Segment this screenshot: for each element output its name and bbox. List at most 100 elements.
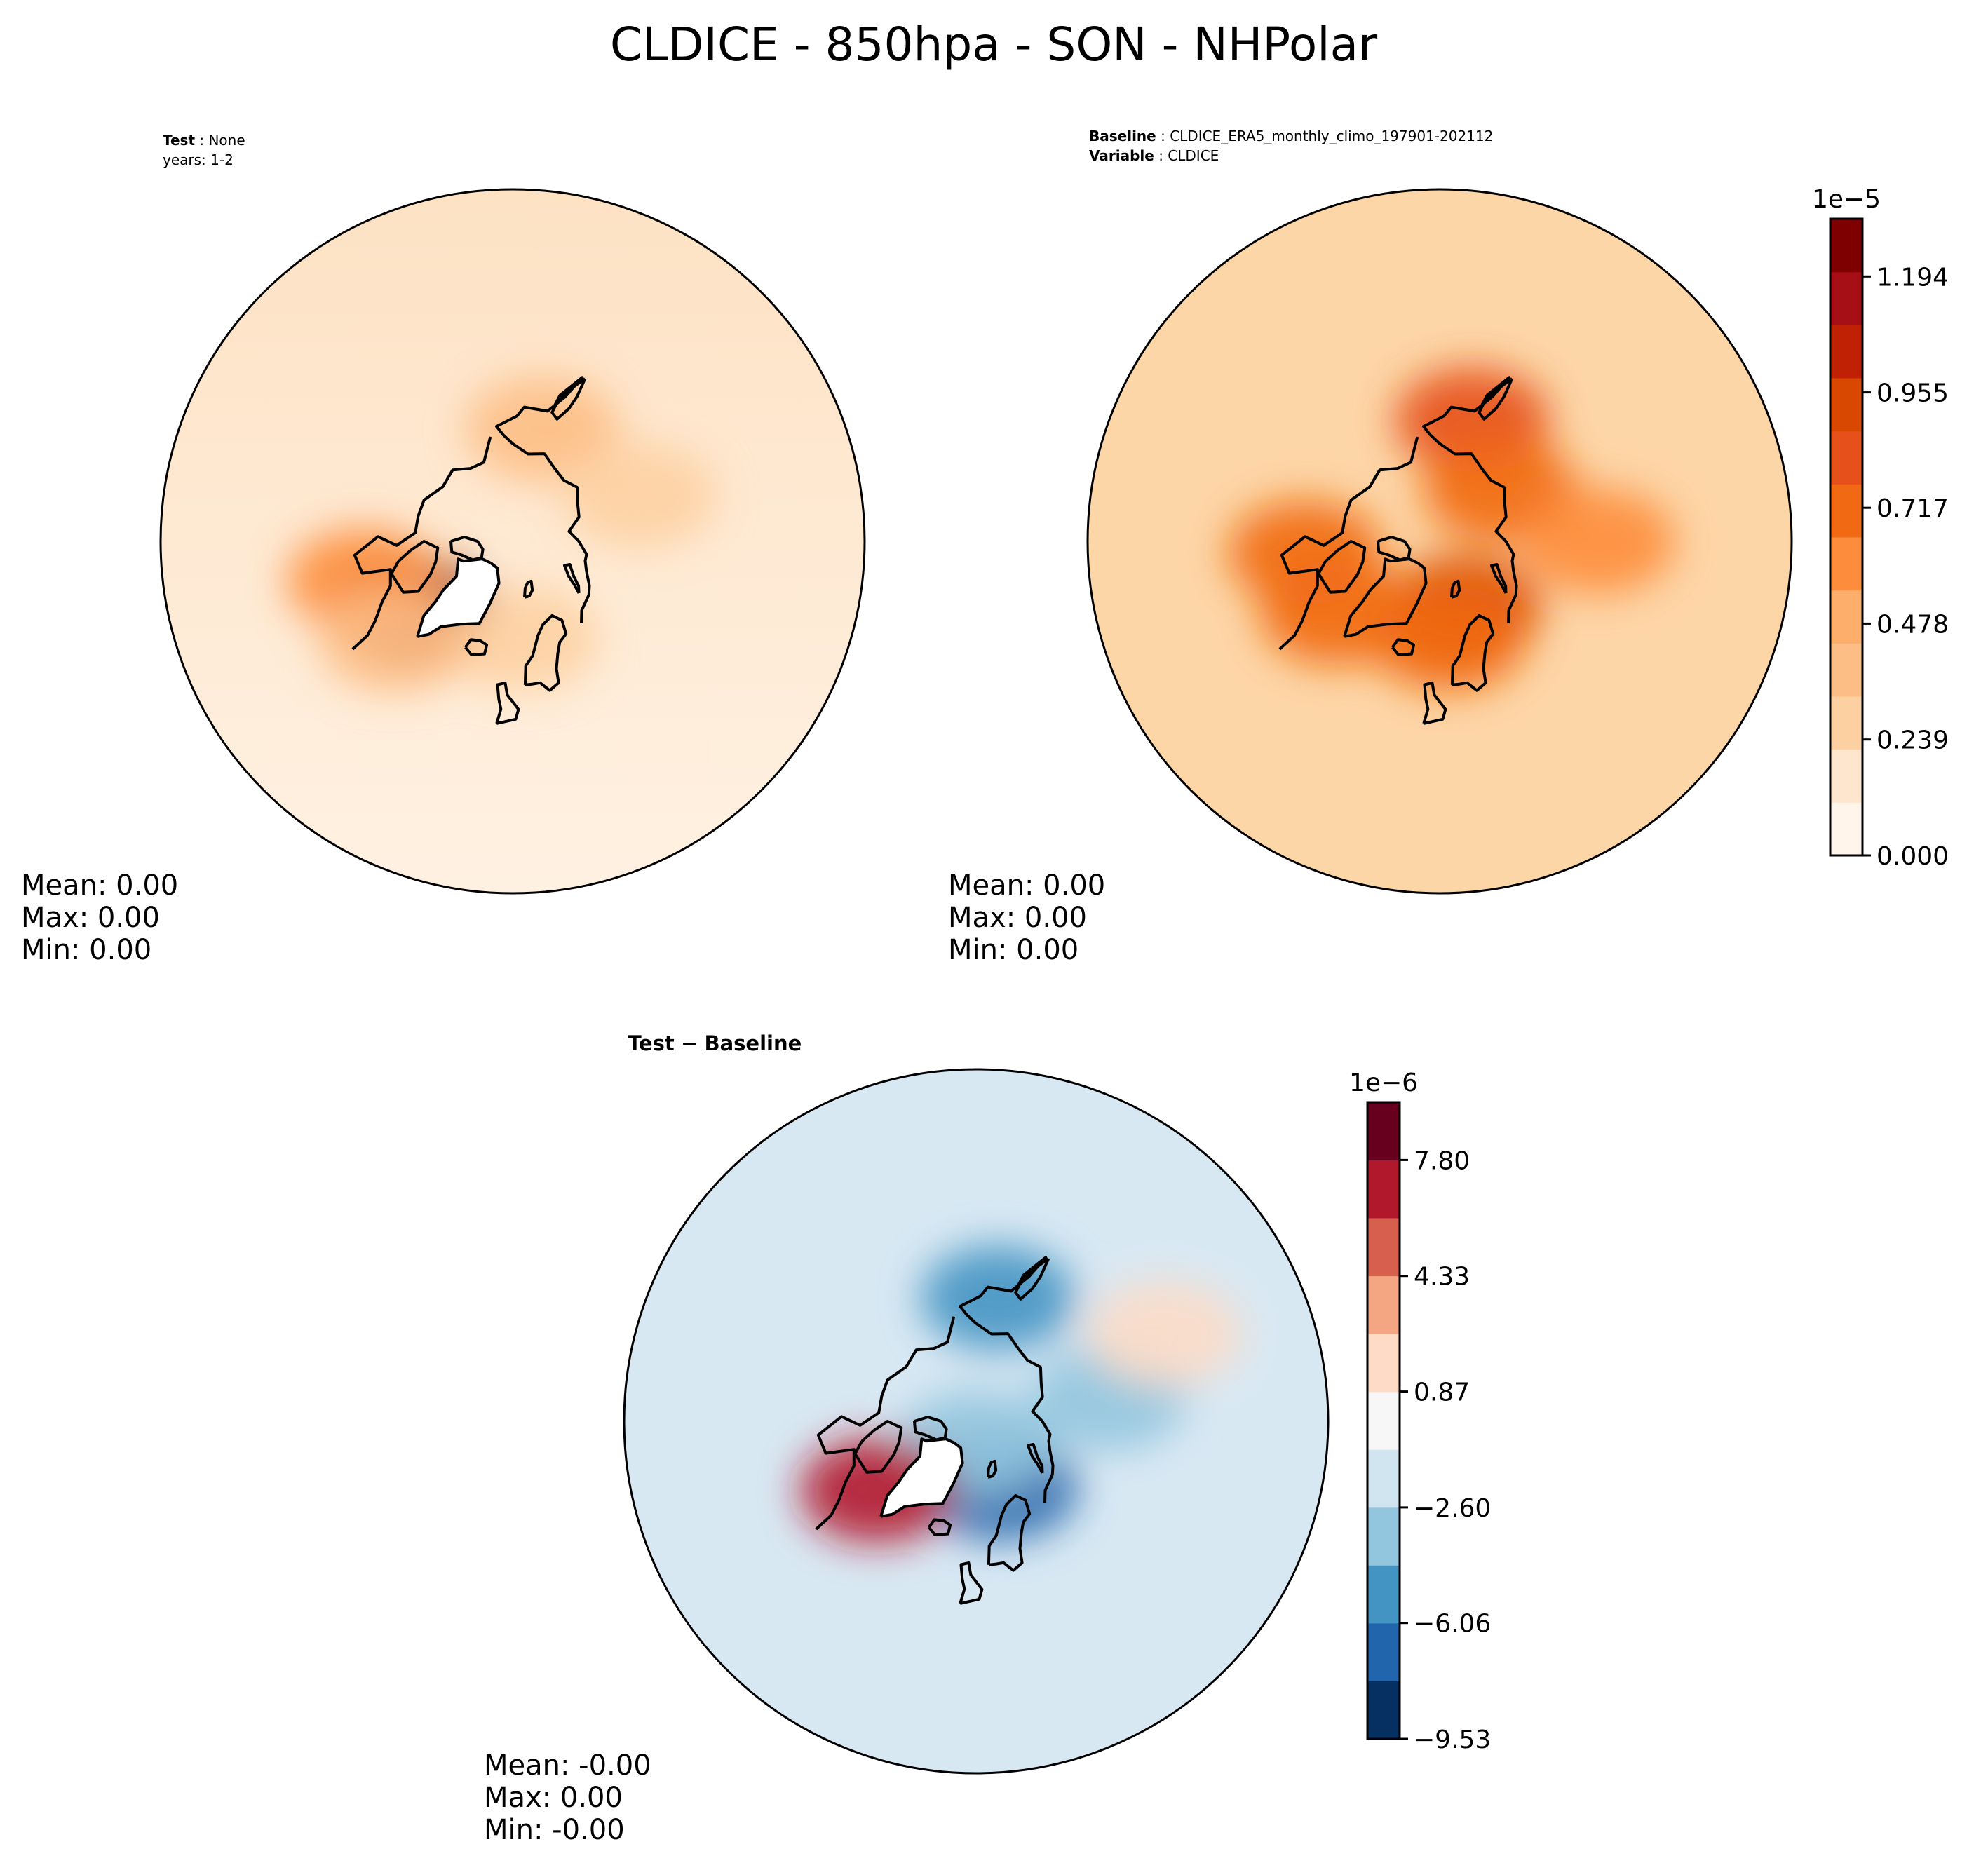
base-colorbar-level (1830, 696, 1862, 750)
diff-blob-china-pos (1088, 1280, 1243, 1386)
baseline-header-value: CLDICE_ERA5_monthly_climo_197901-202112 (1170, 128, 1493, 144)
test-header-label: Test (163, 132, 195, 149)
test-map (161, 189, 865, 893)
test-coast-svalbard (523, 579, 534, 599)
diff-coast-northAmerica (815, 1316, 956, 1531)
baseline-map-boundary (1086, 188, 1793, 895)
test-coast-kamchatka (550, 377, 587, 421)
diff-colorbar-tick-label: −6.06 (1414, 1610, 1491, 1639)
test-coast-ellesmere (449, 536, 485, 562)
base-colorbar-level (1830, 802, 1862, 856)
diff-colorbar-level (1367, 1681, 1400, 1740)
baseline-stat-mean: Mean: 0.00 (948, 869, 1105, 902)
test-blob-alaska-east-siberia (465, 377, 620, 482)
base-colorbar-level (1830, 484, 1862, 538)
test-header-sep: : (195, 132, 208, 149)
panel-baseline: Baseline : CLDICE_ERA5_monthly_climo_197… (948, 128, 1949, 966)
base-blob-hudson-bay (1228, 500, 1383, 606)
baseline-variable-label: Variable (1089, 147, 1154, 164)
base-colorbar-tick-label: 0.955 (1877, 379, 1949, 408)
diff-coast-ellesmere (913, 1416, 948, 1442)
base-colorbar-level (1830, 590, 1862, 644)
base-colorbar-tick-label: 0.478 (1877, 610, 1949, 639)
baseline-header-sep: : (1156, 128, 1170, 144)
base-coast-svalbard (1450, 579, 1461, 599)
diff-header-operator: − (675, 1031, 705, 1055)
base-coast-siberia (1422, 376, 1518, 623)
diff-header-test: Test (628, 1031, 675, 1055)
base-blob-siberia-mid (1521, 489, 1675, 594)
base-coast-ellesmere (1377, 536, 1412, 562)
diff-colorbar-tick-label: 0.87 (1414, 1378, 1470, 1407)
diff-colorbar-level (1367, 1102, 1400, 1160)
test-stat-min: Min: 0.00 (21, 934, 151, 966)
diff-colorbar-level (1367, 1449, 1400, 1508)
diff-colorbar-tick-label: 7.80 (1414, 1146, 1470, 1175)
diff-coast-baffin (853, 1420, 903, 1474)
diff-header-baseline: Baseline (704, 1031, 802, 1055)
test-coast-baffin (390, 540, 440, 594)
diff-blob-bering (921, 1245, 1075, 1350)
base-colorbar-level (1830, 643, 1862, 697)
base-coast-britain (1422, 681, 1447, 725)
diff-stat-mean: Mean: -0.00 (484, 1749, 651, 1782)
baseline-colorbar: 0.000 0.239 0.478 0.717 0.955 1.194 1e−5 (1812, 185, 1949, 871)
base-coast-kamchatka (1478, 377, 1514, 421)
diff-colorbar-tick-label: 4.33 (1414, 1263, 1470, 1292)
test-map-boundary (159, 188, 866, 895)
base-colorbar-level (1830, 271, 1862, 325)
base-coast-baffin (1317, 540, 1367, 594)
diff-coastline (815, 1256, 1055, 1605)
test-header-line1: Test : None (163, 132, 245, 149)
test-header-years: years: 1-2 (163, 151, 234, 168)
base-coast-greenland (1343, 557, 1428, 638)
diff-colorbar-level (1367, 1160, 1400, 1219)
baseline-coastline (1278, 376, 1518, 725)
diff-colorbar-level (1367, 1218, 1400, 1277)
test-coast-greenland (416, 557, 501, 638)
diff-coast-kamchatka (1014, 1257, 1050, 1301)
baseline-header-line1: Baseline : CLDICE_ERA5_monthly_climo_197… (1089, 128, 1493, 144)
diff-colorbar-level (1367, 1622, 1400, 1681)
base-colorbar-level (1830, 537, 1862, 591)
test-coast-novaya (563, 563, 581, 594)
test-blob-siberia (562, 442, 717, 548)
base-colorbar-tick-label: 0.717 (1877, 494, 1949, 523)
diff-colorbar: −9.53 −6.06 −2.60 0.87 4.33 7.80 1e−6 (1349, 1069, 1491, 1754)
test-header-value: None (208, 132, 245, 149)
diff-coast-siberia (959, 1256, 1055, 1503)
diff-colorbar-level (1367, 1565, 1400, 1624)
test-map-background (161, 189, 865, 893)
test-stat-max: Max: 0.00 (21, 902, 160, 934)
base-colorbar-level (1830, 219, 1862, 273)
diff-stat-max: Max: 0.00 (484, 1782, 623, 1814)
baseline-header-label: Baseline (1089, 128, 1156, 144)
test-coast-scandinavia (523, 614, 568, 692)
base-coast-iceland (1391, 638, 1416, 656)
diff-coast-novaya (1027, 1443, 1044, 1474)
diff-coast-britain (959, 1561, 984, 1605)
diff-coast-iceland (928, 1518, 952, 1536)
test-stat-mean: Mean: 0.00 (21, 869, 178, 902)
diff-coast-scandinavia (987, 1493, 1032, 1572)
base-colorbar-tick-label: 1.194 (1877, 263, 1949, 292)
diff-map-boundary (623, 1068, 1330, 1775)
base-colorbar-offset: 1e−5 (1812, 185, 1881, 214)
panel-test: Test : None years: 1-2 Mean: 0.00 Max: 0… (21, 132, 866, 966)
base-colorbar-level (1830, 325, 1862, 379)
diff-coast-svalbard (987, 1459, 998, 1479)
baseline-map-background (1088, 189, 1792, 893)
diff-stat-min: Min: -0.00 (484, 1814, 625, 1846)
baseline-header-line2: Variable : CLDICE (1089, 147, 1219, 164)
baseline-variable-value: CLDICE (1168, 147, 1219, 164)
diff-map (624, 1069, 1328, 1773)
base-colorbar-tick-label: 0.000 (1877, 842, 1949, 871)
diff-coast-greenland (879, 1437, 964, 1518)
panel-diff: Test − Baseline Mean: -0.00 Max: 0.00 Mi… (484, 1031, 1491, 1846)
baseline-map (1088, 189, 1792, 893)
test-coast-britain (495, 681, 520, 725)
test-coast-northAmerica (351, 436, 492, 651)
diff-header: Test − Baseline (628, 1031, 802, 1055)
base-coast-northAmerica (1278, 436, 1419, 651)
